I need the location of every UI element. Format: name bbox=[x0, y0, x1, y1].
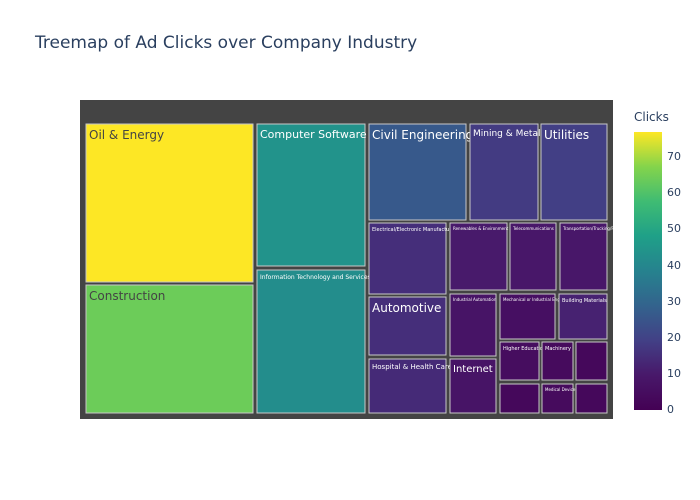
treemap-tile[interactable] bbox=[469, 123, 539, 221]
treemap-tile-label: Information Technology and Services bbox=[260, 274, 371, 281]
treemap-tile-label: Computer Software bbox=[260, 128, 367, 141]
treemap-tile[interactable] bbox=[85, 284, 254, 414]
colorbar-tick-label: 60 bbox=[667, 186, 681, 200]
treemap-tile[interactable] bbox=[449, 358, 497, 414]
treemap-tile[interactable] bbox=[368, 296, 447, 356]
treemap-tile-label: Automotive bbox=[372, 301, 441, 315]
colorbar-tick-label: 0 bbox=[667, 403, 674, 416]
treemap-tile[interactable] bbox=[368, 358, 447, 414]
treemap-tile-label: Hospital & Health Care bbox=[372, 363, 452, 371]
treemap-tile-label: Mining & Metals bbox=[473, 129, 545, 139]
colorbar-tick-label: 50 bbox=[667, 222, 681, 236]
treemap-tile-label: Oil & Energy bbox=[89, 128, 164, 142]
treemap-tile[interactable] bbox=[541, 341, 574, 381]
treemap-tile-label: Electrical/Electronic Manufacturing bbox=[372, 227, 459, 233]
colorbar-title: Clicks bbox=[634, 110, 669, 124]
treemap-tile[interactable] bbox=[541, 383, 574, 414]
treemap-tile-label: Medical Devices bbox=[545, 387, 577, 392]
treemap-tile[interactable] bbox=[85, 123, 254, 283]
treemap-tile-label: Transportation/Trucking/Railroad bbox=[562, 226, 628, 231]
treemap-tile-label: Internet bbox=[453, 364, 493, 375]
treemap-tile[interactable] bbox=[256, 123, 366, 267]
colorbar bbox=[634, 132, 662, 410]
treemap-tile-label: Renewables & Environment bbox=[453, 226, 509, 231]
treemap-tile[interactable] bbox=[368, 222, 447, 295]
treemap-tile[interactable] bbox=[575, 383, 608, 414]
treemap-tile-label: Industrial Automation bbox=[453, 297, 497, 302]
colorbar-tick-label: 40 bbox=[667, 258, 681, 272]
treemap-tile-label: Civil Engineering bbox=[372, 128, 473, 142]
treemap-tile[interactable] bbox=[499, 383, 540, 414]
treemap-tile-label: Machinery bbox=[545, 346, 571, 352]
treemap-tile-label: Building Materials bbox=[562, 298, 607, 304]
colorbar-tick-label: 30 bbox=[667, 294, 681, 308]
treemap-tile-label: Utilities bbox=[544, 128, 589, 142]
treemap-tile[interactable] bbox=[499, 293, 556, 340]
treemap-tile[interactable] bbox=[540, 123, 608, 221]
treemap-tile[interactable] bbox=[449, 222, 508, 291]
chart-title: Treemap of Ad Clicks over Company Indust… bbox=[35, 33, 418, 53]
colorbar-tick-label: 20 bbox=[667, 330, 681, 344]
treemap-tile-label: Mechanical or Industrial Engineering bbox=[503, 297, 577, 302]
treemap-tile[interactable] bbox=[559, 222, 608, 291]
treemap-tile[interactable] bbox=[256, 269, 366, 414]
treemap-tile-label: Higher Education bbox=[503, 346, 546, 352]
treemap-tile[interactable] bbox=[558, 293, 608, 340]
treemap-tile[interactable] bbox=[449, 293, 497, 357]
treemap-tile[interactable] bbox=[499, 341, 540, 381]
treemap-tile[interactable] bbox=[509, 222, 557, 291]
treemap-tile[interactable] bbox=[575, 341, 608, 381]
colorbar-tick-label: 10 bbox=[667, 366, 681, 380]
treemap-tile-label: Telecommunications bbox=[512, 226, 554, 231]
colorbar-tick-label: 70 bbox=[667, 150, 681, 164]
treemap-tile[interactable] bbox=[368, 123, 467, 221]
treemap-tile-label: Construction bbox=[89, 289, 165, 303]
